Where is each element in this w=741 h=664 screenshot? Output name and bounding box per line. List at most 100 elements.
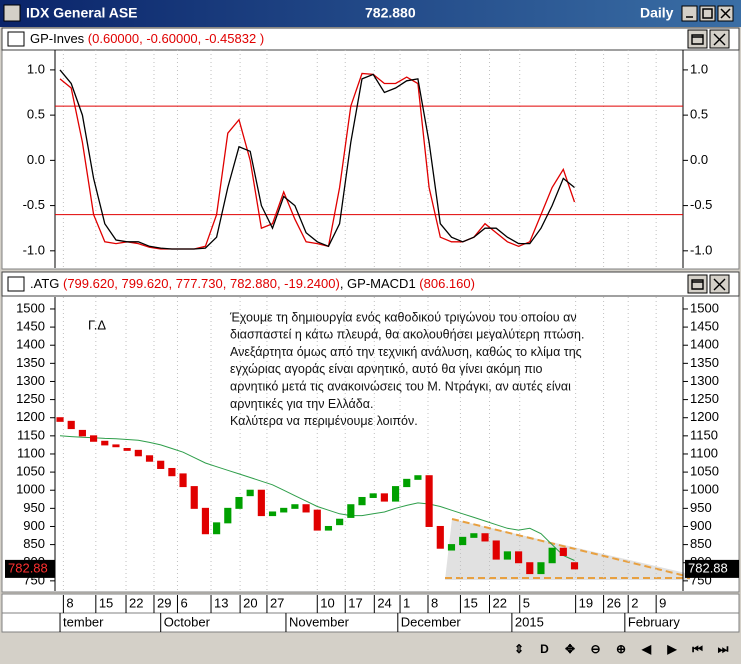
y-tick-label-left: 1.0 xyxy=(27,61,45,76)
window-period: Daily xyxy=(640,5,674,21)
y-tick-label-left: 1300 xyxy=(16,373,45,388)
y-tick-label-right: 1500 xyxy=(690,300,719,315)
candle xyxy=(403,478,411,488)
toolbar-icon[interactable]: ⊕ xyxy=(616,642,626,656)
min-button[interactable] xyxy=(681,5,698,22)
y-tick-label-right: 1450 xyxy=(690,319,719,334)
toolbar-button[interactable] xyxy=(712,638,734,660)
button-glyphs xyxy=(686,8,731,19)
candle xyxy=(268,511,277,517)
toolbar-icon[interactable]: ✥ xyxy=(565,642,575,656)
candle xyxy=(56,417,64,422)
x-tick-label: 15 xyxy=(463,595,477,610)
toolbar-icon[interactable]: ◀ xyxy=(641,642,652,656)
window-buttons[interactable] xyxy=(681,5,734,22)
y-tick-label-right: 1000 xyxy=(690,482,719,497)
candle xyxy=(559,547,567,556)
y-tick-label-right: 1350 xyxy=(690,355,719,370)
toolbar-button[interactable] xyxy=(508,638,530,660)
candle xyxy=(302,504,310,513)
candle xyxy=(324,525,333,531)
panel-2-header xyxy=(1,271,740,297)
month-label: November xyxy=(289,614,350,629)
toolbar-icon[interactable]: ⏭ xyxy=(718,642,729,656)
y-tick-label-left: 1450 xyxy=(16,319,45,334)
candle xyxy=(369,493,377,498)
panel-button-glyphs xyxy=(691,33,726,291)
y-tick-label-left: 1500 xyxy=(16,300,45,315)
y-tick-label-right: 900 xyxy=(690,518,712,533)
candle xyxy=(414,475,422,480)
toolbar-icon[interactable]: ⇕ xyxy=(514,642,524,656)
y-tick-label-left: 1250 xyxy=(16,391,45,406)
toolbar-icon[interactable]: ⏮ xyxy=(692,642,703,656)
y-tick-label-left: 0.0 xyxy=(27,152,45,167)
y-tick-label-left: 850 xyxy=(23,536,45,551)
candle xyxy=(157,460,165,469)
y-tick-label-left: 1200 xyxy=(16,409,45,424)
title-bar xyxy=(0,0,741,27)
candle xyxy=(168,467,176,477)
toolbar-button[interactable] xyxy=(635,638,658,660)
toolbar-button[interactable] xyxy=(559,638,581,660)
candle xyxy=(537,562,545,575)
month-label: tember xyxy=(63,614,104,629)
month-label: 2015 xyxy=(515,614,544,629)
x-tick-label: 27 xyxy=(270,595,284,610)
candle xyxy=(447,544,456,551)
candle xyxy=(492,540,500,560)
candle xyxy=(336,518,344,526)
candle xyxy=(246,489,254,497)
oscillator-line xyxy=(59,69,575,250)
candle xyxy=(436,525,444,549)
candle xyxy=(291,504,299,509)
panel-icon xyxy=(7,31,25,47)
annotation-line: αρνητικές για την Ελλάδα. xyxy=(230,397,373,411)
panel-max[interactable] xyxy=(687,274,708,294)
candle xyxy=(391,486,400,502)
y-tick-label-right: 1.0 xyxy=(690,61,708,76)
header-part: GP-Inves xyxy=(30,31,88,46)
candle xyxy=(548,547,556,564)
x-tick-label: 24 xyxy=(377,595,391,610)
header-part: , GP-MACD1 xyxy=(340,276,419,291)
y-tick-label-right: -1.0 xyxy=(690,242,712,257)
window-title: IDX General ASE xyxy=(26,5,138,21)
candle xyxy=(257,489,265,517)
toolbar-icon[interactable]: ⊖ xyxy=(590,642,600,656)
panel-max[interactable] xyxy=(687,29,708,49)
candle xyxy=(201,507,210,535)
annotation-line: διασπαστεί η κάτω πλευρά, θα ακολουθήσει… xyxy=(230,328,584,342)
toolbar-button[interactable] xyxy=(584,638,607,660)
y-tick-label-right: 950 xyxy=(690,500,712,515)
triangle-shade xyxy=(445,519,690,580)
candle xyxy=(190,486,198,509)
candle xyxy=(78,429,86,437)
y-tick-label-left: 950 xyxy=(23,500,45,515)
toolbar-button[interactable] xyxy=(610,638,632,660)
toolbar-icon[interactable]: D xyxy=(540,642,549,656)
month-label: October xyxy=(164,614,211,629)
toolbar-icon[interactable]: ▶ xyxy=(666,642,677,656)
y-tick-label-left: 0.5 xyxy=(27,107,45,122)
candle xyxy=(503,551,511,560)
y-tick-label-left: 1050 xyxy=(16,464,45,479)
header-part: .ATG xyxy=(30,276,63,291)
panel-1-title: GP-Inves (0.60000, -0.60000, -0.45832 ) xyxy=(30,31,264,46)
panel-icon xyxy=(7,276,25,292)
candle xyxy=(358,496,366,506)
ma-line xyxy=(59,435,575,561)
x-tick-label: 6 xyxy=(180,595,187,610)
x-tick-label: 26 xyxy=(607,595,621,610)
x-tick-label: 19 xyxy=(579,595,593,610)
toolbar-button[interactable] xyxy=(661,638,683,660)
price-tag-bg xyxy=(685,559,739,578)
annotation-line: Καλύτερα να περιμένουμε λοιπόν. xyxy=(230,414,418,428)
candle xyxy=(481,533,489,542)
toolbar-button[interactable] xyxy=(533,638,556,660)
candle xyxy=(101,440,109,446)
oscillator-line xyxy=(59,72,576,250)
y-tick-label-left: -0.5 xyxy=(23,197,45,212)
toolbar-button[interactable] xyxy=(686,638,709,660)
